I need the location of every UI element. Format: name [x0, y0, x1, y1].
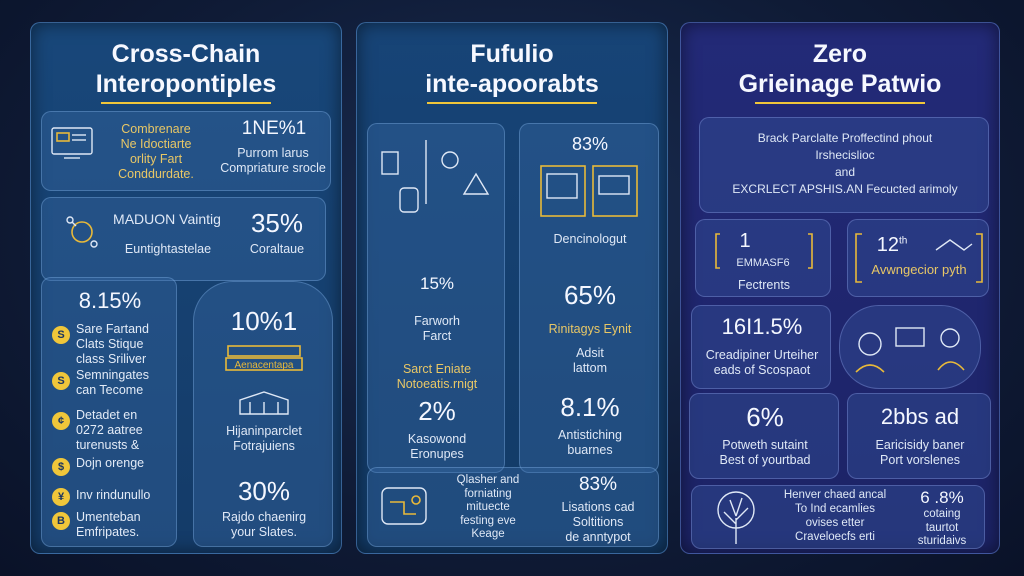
card7-value: 2bbs ad	[880, 404, 960, 429]
circuit-icon	[381, 487, 427, 525]
bullet-text-4: Dojn orenge	[76, 456, 145, 470]
people-icon	[855, 327, 965, 373]
panel-title: Zero Grieinage Patwio	[681, 39, 999, 104]
bullet-text-2: Semningates can Tecome	[76, 368, 149, 397]
card4-text2: Rajdo chaenirg your Slates.	[221, 510, 307, 539]
title-line-2: inte-apoorabts	[425, 70, 599, 98]
card4-value: 10%1	[230, 306, 298, 336]
network-icon	[66, 216, 98, 248]
panel-zero: Zero Grieinage Patwio Brack Parclalte Pr…	[680, 22, 1000, 554]
right-value1: 65%	[563, 280, 617, 310]
info-card-7: 2bbs ad Earicisidy baner Port vorslenes	[847, 393, 991, 479]
card4-text1: Hijaninparclet Fotrajuiens	[226, 424, 302, 453]
right-text2: Adsit lattom	[572, 346, 608, 375]
card4-banner: Aenacentapa	[234, 360, 294, 371]
info-card-left: 15% Farworh Farct Sarct Eniate Notoeatis…	[367, 123, 505, 473]
bullet-text-6: Umenteban Emfripates.	[76, 510, 141, 539]
info-card-4: 10%1 Aenacentapa Hijaninparclet Fotrajui…	[193, 281, 333, 547]
card4-text: Creadipiner Urteiher eads of Scospaot	[705, 348, 819, 377]
card3-value-num: 12	[876, 234, 899, 256]
card7-text: Earicisidy baner Port vorslenes	[875, 438, 965, 467]
bullet-text-1: Sare Fartand Clats Stique class Sriliver	[76, 322, 149, 366]
card2-value-label: Coraltaue	[249, 242, 305, 256]
bottom-value: 83%	[578, 474, 618, 495]
panel-cross-chain: Cross-Chain Interopontiples Combrenare N…	[30, 22, 342, 554]
title-line-1: Fufulio	[470, 40, 554, 68]
title-line-1: Zero	[812, 40, 868, 68]
title-line-2: Grieinage Patwio	[738, 70, 942, 98]
tools-sketch-icon	[381, 140, 490, 213]
documents-icon	[540, 165, 638, 217]
info-card-6: 6% Potweth sutaint Best of yourtbad	[689, 393, 839, 479]
info-card-8: Henver chaed ancal To Ind ecamlies ovise…	[691, 485, 985, 549]
info-card-2: 1 EMMASF6 Fectrents	[695, 219, 831, 297]
card1-heading: 1NE%1	[241, 118, 307, 139]
left-text2: Sarct Eniate Notoeatis.rnigt	[396, 362, 478, 391]
right-caption0: Dencinologut	[553, 232, 627, 246]
card2-label: EMMASF6	[736, 257, 790, 269]
info-card-1: Combrenare Ne Idoctiarte orlity Fart Con…	[41, 111, 331, 191]
info-card-4: 16I1.5% Creadipiner Urteiher eads of Sco…	[691, 305, 831, 389]
card4-value: 16I1.5%	[721, 314, 803, 339]
card6-text: Potweth sutaint Best of yourtbad	[719, 438, 811, 467]
card2-value: 1	[739, 230, 751, 252]
card2-text: Fectrents	[737, 278, 791, 292]
card8-value: 6 .8%	[920, 488, 964, 507]
bullet-icon-3: ¢	[52, 412, 70, 430]
bullet-icon-1: S	[52, 326, 70, 344]
title-line-1: Cross-Chain	[111, 40, 261, 68]
frame-icon	[855, 233, 983, 283]
info-card-3: 12th Avwngecior pyth	[847, 219, 989, 297]
left-value2: 2%	[418, 396, 456, 426]
left-value1: 15%	[419, 274, 455, 293]
bottom-text1: Qlasher and forniating mituecte festing …	[456, 474, 520, 540]
card2-caption: Euntightastelae	[124, 242, 212, 256]
bullet-text-3: Detadet en 0272 aatree turenusts &	[76, 408, 143, 452]
title-underline	[427, 102, 597, 104]
card2-scribble: MADUON Vaintig	[113, 211, 221, 227]
tree-icon	[717, 491, 755, 544]
info-card-bottom: Qlasher and forniating mituecte festing …	[367, 467, 659, 547]
info-card-right: 83% Dencinologut 65% Rinitagys Eynit Ads…	[519, 123, 659, 473]
panel-title: Cross-Chain Interopontiples	[31, 39, 341, 104]
bottom-text2: Lisations cad Soltitions de anntypot	[561, 500, 635, 544]
bullet-icon-6: B	[52, 512, 70, 530]
card3-text: Avwngecior pyth	[871, 262, 967, 277]
right-value2: 8.1%	[560, 392, 620, 422]
card4-value2: 30%	[237, 476, 291, 506]
info-card-1: Brack Parclalte Proffectind phout Irshec…	[699, 117, 989, 213]
right-text1: Rinitagys Eynit	[548, 322, 632, 336]
card1-left-text: Combrenare Ne Idoctiarte orlity Fart Con…	[118, 122, 194, 181]
card3-value: 12th	[862, 234, 922, 257]
title-line-2: Interopontiples	[95, 70, 277, 98]
bullet-icon-5: ¥	[52, 488, 70, 506]
panel-fufulio: Fufulio inte-apoorabts 15% Farworh Farct…	[356, 22, 668, 554]
card8-text1: Henver chaed ancal To Ind ecamlies ovise…	[783, 489, 887, 543]
frame-icon	[715, 233, 813, 269]
card1-text: Brack Parclalte Proffectind phout Irshec…	[732, 131, 958, 196]
bullet-text-5: Inv rindunullo	[76, 488, 151, 502]
banner-icon	[225, 345, 303, 371]
bullet-icon-4: $	[52, 458, 70, 476]
info-card-3: 8.15% S Sare Fartand Clats Stique class …	[41, 277, 177, 547]
panel-title: Fufulio inte-apoorabts	[357, 39, 667, 104]
info-card-5	[839, 305, 981, 389]
building-icon	[239, 391, 289, 415]
card1-right-text: Purrom larus Compriature srocle	[220, 146, 326, 175]
info-card-2: MADUON Vaintig Euntightastelae 35% Coral…	[41, 197, 326, 281]
card6-value: 6%	[746, 402, 784, 432]
card8-text2: cotaing taurtot sturidaivs	[917, 508, 967, 547]
monitor-icon	[51, 127, 93, 159]
card2-value: 35%	[250, 208, 304, 238]
title-underline	[101, 102, 271, 104]
left-text3: Kasowond Eronupes	[407, 432, 467, 461]
card3-value-sup: th	[898, 235, 908, 247]
title-underline	[755, 102, 925, 104]
bullet-icon-2: S	[52, 372, 70, 390]
left-text1: Farworh Farct	[414, 314, 460, 343]
right-text3: Antistiching buarnes	[558, 428, 622, 457]
right-value0: 83%	[571, 134, 609, 154]
card3-value: 8.15%	[78, 288, 142, 313]
